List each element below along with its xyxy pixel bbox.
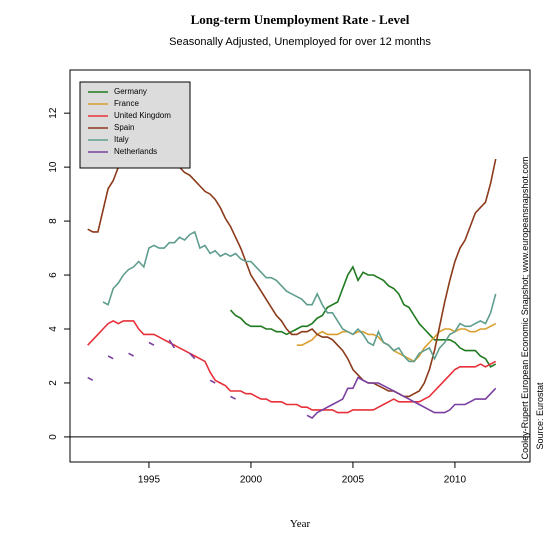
x-tick-label: 2000: [240, 475, 263, 486]
legend-box: [79, 81, 191, 169]
y-tick-label: 0: [48, 434, 59, 440]
plot-frame: [69, 69, 531, 463]
x-tick-label: 2005: [342, 475, 365, 486]
legend-label: Netherlands: [114, 147, 157, 156]
series-line: [229, 265, 497, 368]
x-tick-label: 2010: [444, 475, 467, 486]
legend-label: United Kingdom: [114, 111, 171, 120]
series-line: [296, 322, 497, 363]
series-line: [102, 230, 497, 363]
legend-label: France: [114, 99, 139, 108]
series-line: [87, 339, 497, 419]
legend-label: Italy: [114, 135, 129, 144]
chart-subtitle: Seasonally Adjusted, Unemployed for over…: [169, 36, 431, 48]
legend-label: Germany: [114, 87, 147, 96]
y-tick-label: 12: [48, 107, 59, 119]
chart-title: Long-term Unemployment Rate - Level: [191, 12, 410, 27]
y-tick-label: 8: [48, 218, 59, 224]
x-axis-label: Year: [290, 518, 311, 530]
series-line: [87, 319, 497, 414]
y-tick-label: 2: [48, 380, 59, 386]
side-note: Source: Eurostat: [535, 382, 545, 450]
x-tick-label: 1995: [138, 475, 161, 486]
y-tick-label: 10: [48, 161, 59, 173]
y-tick-label: 4: [48, 326, 59, 332]
y-tick-label: 6: [48, 272, 59, 278]
side-note: Cooley-Rupert European Economic Snapshot…: [520, 157, 530, 460]
legend-label: Spain: [114, 123, 134, 132]
